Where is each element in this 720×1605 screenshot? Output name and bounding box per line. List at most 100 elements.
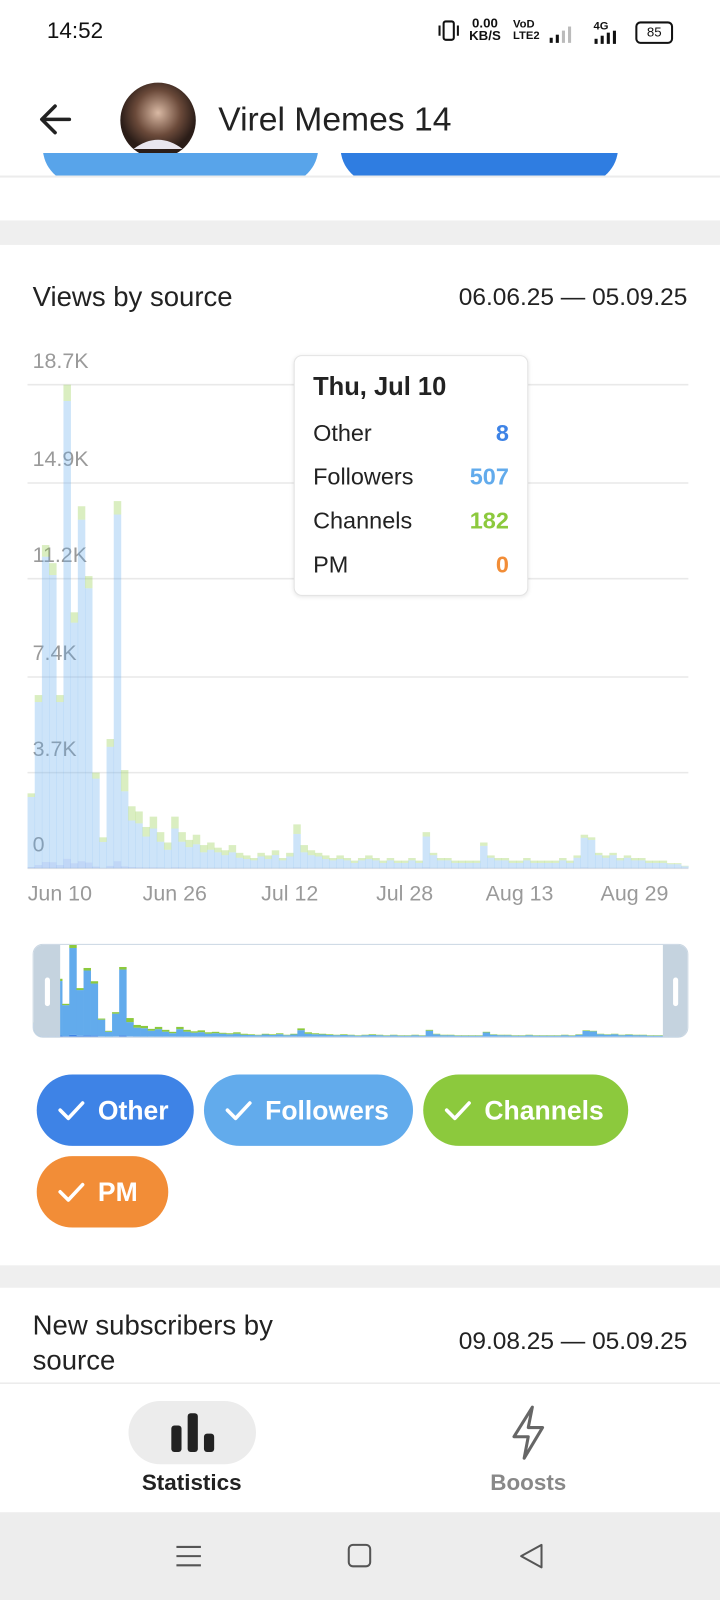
bar — [155, 1027, 162, 1029]
legend-chip[interactable]: Followers — [204, 1074, 413, 1145]
legend-label: Other — [98, 1094, 169, 1126]
bar — [538, 863, 545, 868]
bar — [198, 1032, 205, 1036]
bar — [121, 791, 128, 866]
bar — [276, 1033, 283, 1034]
bar — [148, 1029, 155, 1031]
bar — [582, 1030, 589, 1031]
bar — [609, 853, 616, 855]
bar — [265, 859, 272, 868]
bar — [354, 1036, 361, 1037]
bar — [344, 858, 351, 860]
bar — [229, 852, 236, 868]
bar — [169, 1032, 176, 1033]
bar — [494, 858, 501, 860]
bar — [63, 385, 70, 401]
bar — [276, 1034, 283, 1036]
bar — [390, 1035, 397, 1036]
bar — [272, 855, 279, 868]
tooltip-value: 0 — [496, 551, 509, 579]
button[interactable] — [43, 153, 318, 177]
bar — [523, 860, 530, 868]
bar — [99, 868, 106, 869]
bar — [121, 866, 128, 868]
bar — [240, 1035, 247, 1037]
legend-chip[interactable]: PM — [37, 1156, 169, 1227]
bar — [162, 1032, 169, 1037]
bar — [212, 1033, 219, 1036]
bar — [487, 855, 494, 857]
legend-chip[interactable]: Other — [37, 1074, 194, 1145]
bar — [112, 1014, 119, 1037]
bar — [372, 860, 379, 868]
time: 14:52 — [47, 17, 103, 44]
bar — [78, 861, 85, 868]
date-range: 09.08.25 — 05.09.25 — [459, 1328, 688, 1357]
bar — [652, 861, 659, 863]
bar — [91, 984, 98, 1036]
bar — [193, 868, 200, 869]
bar — [176, 1029, 183, 1036]
bar — [473, 863, 480, 868]
bar — [617, 860, 624, 868]
bar — [365, 859, 372, 868]
button[interactable] — [341, 153, 618, 177]
bar — [588, 840, 595, 868]
bar — [171, 867, 178, 868]
bar — [516, 863, 523, 868]
bar — [119, 967, 126, 970]
bar — [575, 1035, 582, 1037]
bar — [286, 856, 293, 868]
back-button[interactable] — [35, 99, 76, 140]
bar — [157, 832, 164, 842]
speed-unit: KB/S — [469, 30, 501, 42]
bar — [568, 1036, 575, 1037]
date-range: 06.06.25 — 05.09.25 — [459, 284, 688, 313]
bar — [92, 773, 99, 779]
bar — [71, 623, 78, 864]
navigator-handle[interactable] — [34, 945, 61, 1038]
tab-label[interactable]: Boosts — [426, 1469, 630, 1496]
bar — [480, 846, 487, 868]
bar — [552, 861, 559, 863]
navigator[interactable] — [33, 944, 689, 1038]
bar — [540, 1036, 547, 1037]
bar — [588, 868, 595, 869]
bar — [426, 1030, 433, 1031]
tab-label[interactable]: Statistics — [90, 1469, 294, 1496]
bar — [279, 860, 286, 868]
bar — [183, 1032, 190, 1037]
bar — [631, 858, 638, 860]
bar — [214, 868, 221, 869]
bar — [142, 868, 149, 869]
bar — [200, 868, 207, 869]
bar — [205, 1034, 212, 1037]
bar — [250, 858, 257, 860]
navigator-handle[interactable] — [663, 945, 687, 1038]
bar — [128, 806, 135, 820]
bar — [126, 1022, 133, 1036]
bar — [397, 1036, 404, 1037]
bar — [509, 863, 516, 868]
bar — [262, 1034, 269, 1035]
tab-statistics[interactable] — [128, 1401, 255, 1464]
section-gap — [0, 220, 720, 244]
boosts-icon[interactable] — [508, 1404, 549, 1461]
bar — [99, 837, 106, 842]
avatar[interactable] — [119, 82, 197, 160]
bar — [590, 1031, 597, 1036]
x-tick-label: Jun 10 — [28, 882, 92, 906]
bar — [128, 867, 135, 868]
legend-chip[interactable]: Channels — [423, 1074, 628, 1145]
bar — [56, 695, 63, 702]
bar — [255, 1035, 262, 1036]
bar — [566, 861, 573, 863]
bar — [91, 981, 98, 983]
bar — [426, 1031, 433, 1037]
bar — [351, 861, 358, 863]
bar — [85, 588, 92, 862]
bar — [559, 858, 566, 860]
bar — [171, 817, 178, 829]
bar — [128, 821, 135, 868]
bar — [240, 1034, 247, 1035]
